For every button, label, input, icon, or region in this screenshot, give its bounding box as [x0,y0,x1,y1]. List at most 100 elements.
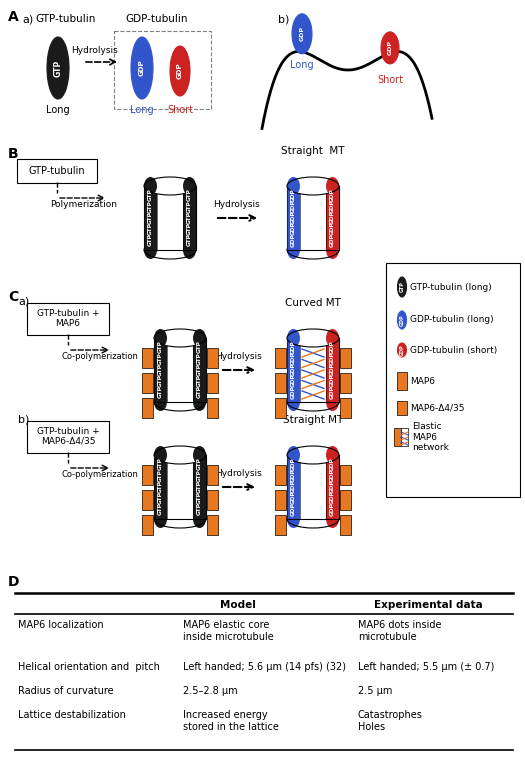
Text: GTP: GTP [197,502,202,515]
Text: Long: Long [46,105,70,115]
Ellipse shape [287,393,339,411]
Text: GDP: GDP [291,188,296,202]
Bar [287,455,339,519]
Text: GTP: GTP [197,491,202,504]
Ellipse shape [154,510,167,528]
Bar [193,338,206,402]
Text: GTP-tubulin +: GTP-tubulin + [37,428,99,436]
Text: GTP: GTP [148,199,153,213]
Ellipse shape [287,177,300,195]
Ellipse shape [154,393,167,411]
Ellipse shape [154,510,206,528]
Text: GDP: GDP [291,210,296,224]
Ellipse shape [326,510,339,528]
Bar [193,338,206,402]
Ellipse shape [326,241,339,259]
Bar [340,398,351,418]
Ellipse shape [183,177,196,195]
Text: GDP: GDP [387,40,393,55]
Text: GTP: GTP [158,480,163,493]
Bar [340,515,351,535]
Bar [142,348,153,368]
Bar [287,186,300,250]
Text: GDP: GDP [330,457,335,471]
Text: GTP: GTP [187,189,192,202]
Bar [193,455,206,519]
Text: GDP: GDP [330,188,335,202]
Bar [207,465,218,485]
Ellipse shape [154,393,206,411]
Text: GTP: GTP [148,222,153,235]
Text: GTP: GTP [187,199,192,213]
Ellipse shape [287,510,300,528]
Text: GDP: GDP [291,233,296,247]
Ellipse shape [397,277,406,297]
Bar [154,338,167,402]
Bar [287,338,300,402]
Ellipse shape [326,329,339,347]
Text: Helical orientation and  pitch: Helical orientation and pitch [18,662,160,672]
Text: GTP: GTP [158,374,163,387]
Text: GTP: GTP [158,341,163,353]
Bar [397,401,407,415]
Bar [287,338,300,402]
Text: GDP: GDP [330,210,335,224]
Ellipse shape [193,510,206,528]
Text: Radius of curvature: Radius of curvature [18,686,113,696]
Text: GTP: GTP [197,469,202,482]
Bar [142,465,153,485]
Text: GTP-tubulin +: GTP-tubulin + [37,310,99,318]
Ellipse shape [154,329,167,347]
Text: GTP: GTP [158,363,163,376]
Bar [326,186,339,250]
Text: Long: Long [290,60,314,70]
Text: GDP: GDP [291,352,296,365]
Text: GTP-tubulin (long): GTP-tubulin (long) [410,282,492,292]
Text: GTP: GTP [197,386,202,398]
Text: GTP: GTP [158,352,163,365]
Text: GTP: GTP [148,211,153,223]
Text: D: D [8,575,19,589]
Bar [287,338,339,402]
Text: GTP: GTP [148,189,153,202]
Text: GDP: GDP [291,199,296,213]
Text: GTP: GTP [158,386,163,398]
Text: MAP6 elastic core
inside microtubule: MAP6 elastic core inside microtubule [183,620,274,642]
Text: GDP: GDP [330,385,335,399]
Text: GDP: GDP [330,340,335,354]
Ellipse shape [326,446,339,464]
Ellipse shape [381,32,399,64]
Text: Left handed; 5.5 μm (± 0.7): Left handed; 5.5 μm (± 0.7) [358,662,495,672]
Ellipse shape [170,46,190,96]
Text: MAP6-Δ4/35: MAP6-Δ4/35 [410,404,465,413]
Ellipse shape [154,446,206,464]
Bar [154,338,206,402]
Text: GDP-tubulin (short): GDP-tubulin (short) [410,345,497,355]
Bar [275,398,286,418]
Text: Catastrophes
Holes: Catastrophes Holes [358,710,423,732]
Text: MAP6 localization: MAP6 localization [18,620,103,630]
Bar [275,490,286,510]
Text: GDP: GDP [330,502,335,516]
Text: GDP: GDP [291,340,296,354]
Ellipse shape [47,37,69,99]
Text: GTP: GTP [158,491,163,504]
Bar [287,455,300,519]
Bar [144,186,157,250]
Ellipse shape [193,393,206,411]
Text: C: C [8,290,18,304]
Text: GDP: GDP [291,457,296,471]
Text: GTP: GTP [197,363,202,376]
Bar [326,455,339,519]
Bar [275,515,286,535]
Text: Elastic
MAP6
network: Elastic MAP6 network [412,422,449,452]
Text: GTP: GTP [197,352,202,365]
Text: GDP: GDP [291,490,296,504]
Bar [326,186,339,250]
Bar [142,490,153,510]
Text: Lattice destabilization: Lattice destabilization [18,710,126,720]
Ellipse shape [131,37,153,99]
Ellipse shape [287,510,339,528]
Bar [183,186,196,250]
Ellipse shape [397,343,406,357]
